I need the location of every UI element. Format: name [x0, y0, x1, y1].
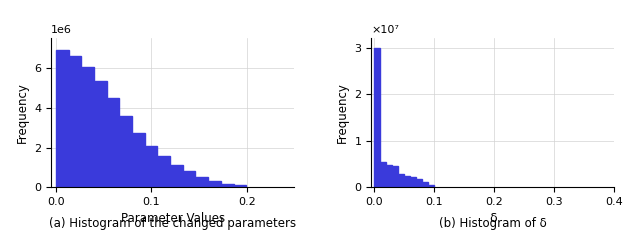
- Bar: [386, 165, 392, 187]
- Bar: [374, 48, 380, 187]
- Bar: [221, 184, 234, 187]
- Text: ×10⁷: ×10⁷: [371, 25, 399, 36]
- X-axis label: δ: δ: [489, 212, 497, 225]
- Bar: [380, 162, 386, 187]
- Bar: [81, 67, 94, 187]
- Bar: [94, 81, 107, 187]
- Bar: [107, 98, 120, 187]
- Y-axis label: Frequency: Frequency: [336, 82, 349, 143]
- Bar: [234, 185, 246, 187]
- Bar: [392, 166, 398, 187]
- Text: 1e6: 1e6: [51, 25, 72, 36]
- Bar: [68, 56, 81, 187]
- Bar: [56, 50, 68, 187]
- Bar: [170, 165, 183, 187]
- Bar: [398, 174, 404, 187]
- Bar: [145, 145, 157, 187]
- Text: (a) Histogram of the changed parameters: (a) Histogram of the changed parameters: [49, 217, 296, 230]
- Bar: [208, 181, 221, 187]
- Bar: [428, 185, 435, 187]
- Bar: [195, 177, 208, 187]
- Bar: [416, 179, 422, 187]
- X-axis label: Parameter Values: Parameter Values: [121, 212, 225, 225]
- Bar: [132, 133, 145, 187]
- Bar: [120, 116, 132, 187]
- Bar: [422, 182, 428, 187]
- Bar: [410, 177, 416, 187]
- Bar: [157, 156, 170, 187]
- Text: (b) Histogram of δ: (b) Histogram of δ: [439, 217, 547, 230]
- Bar: [183, 171, 195, 187]
- Y-axis label: Frequency: Frequency: [16, 82, 29, 143]
- Bar: [404, 176, 410, 187]
